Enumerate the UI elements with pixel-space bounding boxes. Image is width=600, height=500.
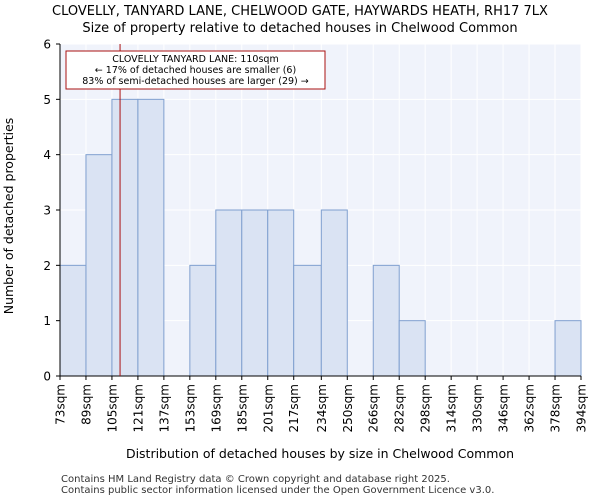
- chart-subtitle: Size of property relative to detached ho…: [82, 21, 518, 36]
- bar-121sqm: [137, 98, 165, 377]
- x-tick-label: 137sqm: [157, 384, 171, 432]
- bars: [59, 98, 582, 377]
- annotation-title: CLOVELLY TANYARD LANE: 110sqm: [112, 54, 278, 65]
- bar-169sqm: [215, 209, 243, 377]
- y-tick-label: 2: [43, 259, 51, 273]
- x-tick-label: 250sqm: [341, 384, 355, 432]
- footer-line-1: Contains HM Land Registry data © Crown c…: [61, 474, 450, 485]
- annotation-box: [65, 50, 326, 90]
- x-tick-label: 362sqm: [523, 384, 537, 432]
- annotation-larger: 83% of semi-detached houses are larger (…: [82, 76, 309, 87]
- tick-labels: 0 1 2 3 4 5 6 73sqm 89sqm 105sqm 121sqm 137sqm 153sq…: [43, 38, 588, 433]
- x-tick-label: 234sqm: [315, 384, 329, 432]
- chart-title: CLOVELLY, TANYARD LANE, CHELWOOD GATE, H…: [52, 4, 548, 19]
- x-axis-label: Distribution of detached houses by size …: [126, 446, 514, 461]
- y-axis-label: Number of detached properties: [1, 118, 16, 315]
- y-tick-label: 3: [43, 204, 51, 218]
- bar-282sqm: [398, 320, 426, 377]
- x-tick-label: 330sqm: [471, 384, 485, 432]
- x-tick-label: 89sqm: [79, 384, 93, 425]
- annotation-smaller: ← 17% of detached houses are smaller (6): [95, 65, 296, 76]
- x-tick-label: 314sqm: [445, 384, 459, 432]
- x-tick-label: 282sqm: [393, 384, 407, 432]
- x-tick-label: 378sqm: [549, 384, 563, 432]
- x-tick-label: 153sqm: [183, 384, 197, 432]
- bar-201sqm: [267, 209, 295, 377]
- y-tick-label: 4: [43, 148, 51, 162]
- y-tick-label: 6: [43, 38, 51, 52]
- marker-group: CLOVELLY TANYARD LANE: 110sqm← 17% of de…: [65, 44, 326, 376]
- x-tick-label: 394sqm: [575, 384, 589, 432]
- x-tick-label: 201sqm: [261, 384, 275, 432]
- x-tick-label: 121sqm: [131, 384, 145, 432]
- bar-73sqm: [59, 264, 87, 377]
- footer-line-2: Contains public sector information licen…: [61, 485, 495, 496]
- bar-153sqm: [189, 264, 217, 377]
- x-tick-label: 105sqm: [105, 384, 119, 432]
- x-tick-label: 346sqm: [497, 384, 511, 432]
- y-tick-label: 5: [43, 93, 51, 107]
- x-tick-label: 185sqm: [235, 384, 249, 432]
- bar-185sqm: [241, 209, 269, 377]
- y-tick-label: 1: [43, 314, 51, 328]
- bar-378sqm: [554, 320, 582, 377]
- bar-234sqm: [320, 209, 348, 377]
- x-tick-label: 217sqm: [287, 384, 301, 432]
- bar-105sqm: [111, 98, 139, 377]
- x-tick-label: 266sqm: [367, 384, 381, 432]
- x-tick-label: 73sqm: [54, 384, 68, 425]
- y-tick-label: 0: [43, 370, 51, 384]
- x-tick-label: 298sqm: [419, 384, 433, 432]
- bar-89sqm: [85, 154, 113, 377]
- bar-217sqm: [293, 264, 322, 377]
- bar-266sqm: [372, 264, 400, 377]
- x-tick-label: 169sqm: [209, 384, 223, 432]
